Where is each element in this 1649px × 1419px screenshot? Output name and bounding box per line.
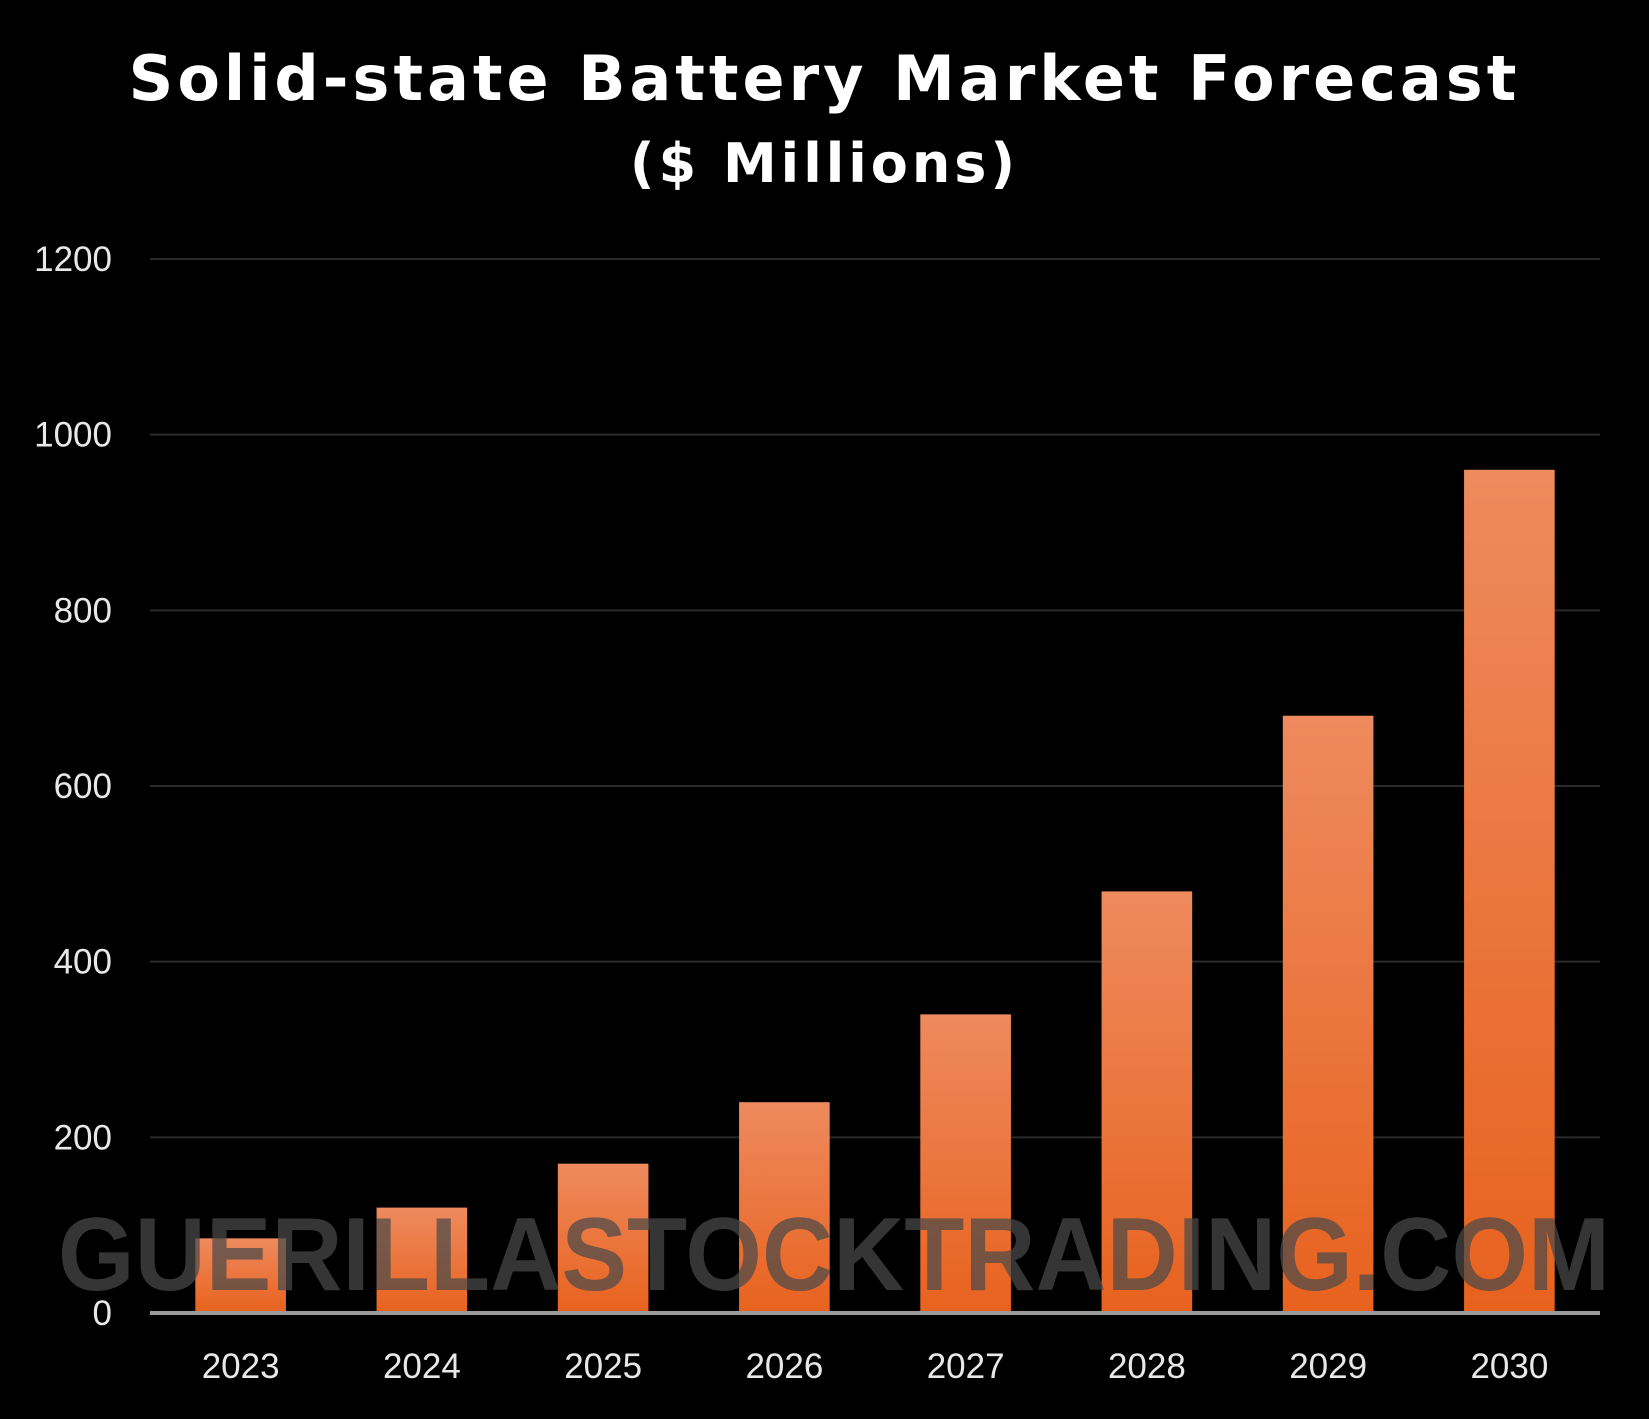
x-tick-label: 2027	[927, 1347, 1005, 1386]
bar-2026	[739, 1102, 830, 1313]
chart-title: Solid-state Battery Market Forecast	[128, 42, 1521, 115]
watermark-text: GUERILLASTOCKTRADING.COM	[58, 1197, 1610, 1313]
x-tick-label: 2028	[1108, 1347, 1186, 1386]
y-tick-label: 800	[54, 591, 112, 630]
x-tick-label: 2023	[202, 1347, 280, 1386]
bar-2029	[1282, 715, 1374, 1313]
bar-2023	[195, 1238, 286, 1313]
x-tick-label: 2030	[1470, 1347, 1548, 1386]
chart-title-block: Solid-state Battery Market Forecast ($ M…	[0, 36, 1649, 206]
x-axis-ticks: 2023 2024 2025 2026 2027 2028 2029 2030	[202, 1347, 1549, 1386]
x-tick-label: 2024	[383, 1347, 461, 1386]
x-tick-label: 2029	[1289, 1347, 1367, 1386]
y-tick-label: 1000	[34, 416, 112, 455]
x-tick-label: 2026	[745, 1347, 823, 1386]
chart-subtitle: ($ Millions)	[629, 132, 1020, 195]
y-axis-ticks: 0 200 400 600 800 1000 1200	[34, 240, 112, 1333]
bar-2024	[376, 1207, 468, 1313]
x-tick-label: 2025	[564, 1347, 642, 1386]
bars	[195, 469, 1555, 1313]
bar-2028	[1101, 891, 1193, 1313]
watermark-layer: GUERILLASTOCKTRADING.COM	[58, 1197, 1610, 1313]
y-tick-label: 1200	[34, 240, 112, 279]
gridlines	[150, 258, 1600, 1139]
bar-2025	[557, 1163, 649, 1313]
bar-2027	[920, 1014, 1011, 1313]
bar-2030	[1464, 469, 1555, 1313]
y-tick-label: 400	[54, 943, 112, 982]
y-tick-label: 0	[93, 1294, 112, 1333]
y-tick-label: 600	[54, 767, 112, 806]
y-tick-label: 200	[54, 1118, 112, 1157]
